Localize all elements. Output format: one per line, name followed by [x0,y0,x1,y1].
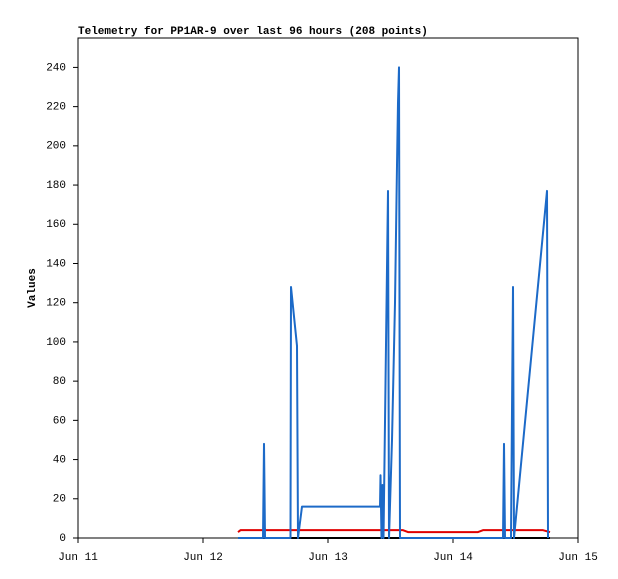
y-tick-label: 0 [59,533,66,545]
y-tick-label: 40 [53,454,66,466]
y-tick-label: 220 [46,102,66,114]
y-tick-label: 120 [46,298,66,310]
y-tick-label: 240 [46,62,66,74]
y-tick-label: 20 [53,494,66,506]
chart-title: Telemetry for PP1AR-9 over last 96 hours… [78,26,428,38]
y-tick-label: 100 [46,337,66,349]
y-tick-label: 80 [53,376,66,388]
y-tick-label: 180 [46,180,66,192]
x-tick-label: Jun 11 [58,552,98,564]
x-tick-label: Jun 13 [308,552,348,564]
y-tick-label: 160 [46,219,66,231]
y-tick-label: 60 [53,415,66,427]
y-tick-label: 200 [46,141,66,153]
y-axis-label: Values [27,268,39,308]
x-tick-label: Jun 12 [183,552,223,564]
x-tick-label: Jun 15 [558,552,598,564]
series-line [238,66,549,539]
x-tick-label: Jun 14 [433,552,473,564]
y-tick-label: 140 [46,258,66,270]
